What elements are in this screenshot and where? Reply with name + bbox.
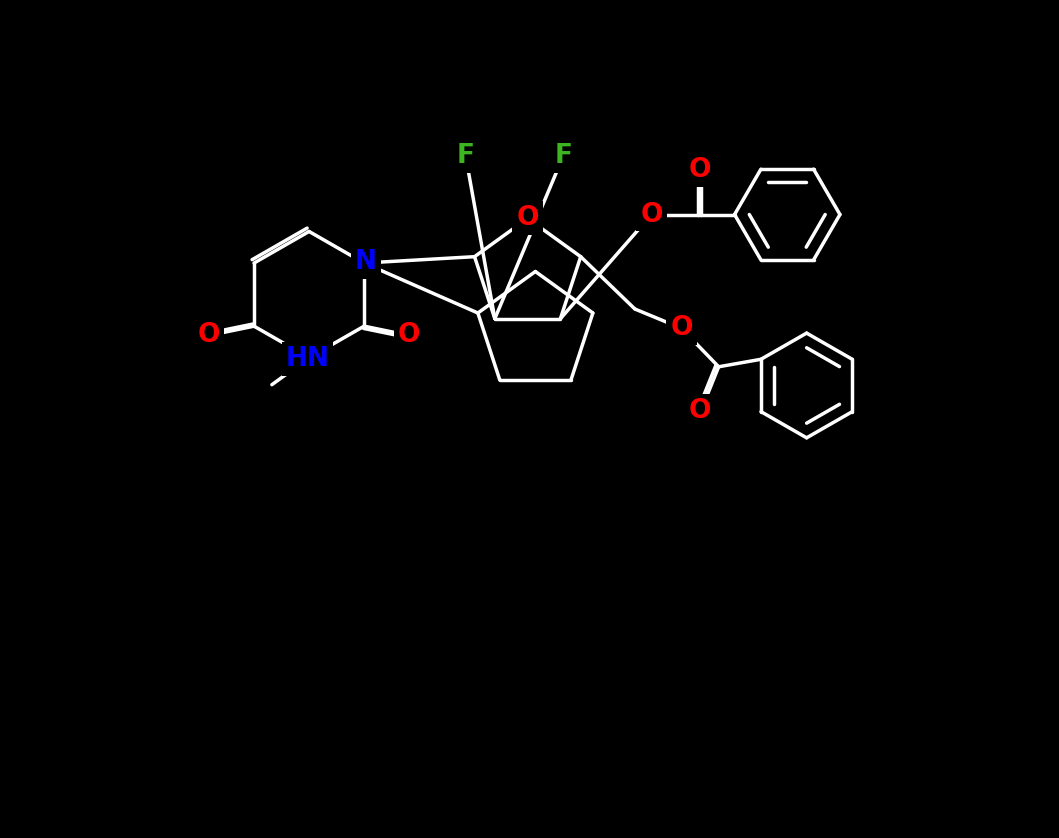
Text: F: F (456, 143, 474, 169)
Text: O: O (688, 398, 712, 424)
Text: O: O (517, 205, 539, 231)
Text: O: O (641, 201, 663, 228)
Text: HN: HN (286, 346, 329, 372)
Text: O: O (398, 323, 420, 349)
Text: N: N (355, 249, 377, 275)
Text: O: O (688, 157, 711, 183)
Text: F: F (554, 143, 572, 169)
Text: O: O (670, 315, 693, 341)
Text: O: O (198, 323, 220, 349)
